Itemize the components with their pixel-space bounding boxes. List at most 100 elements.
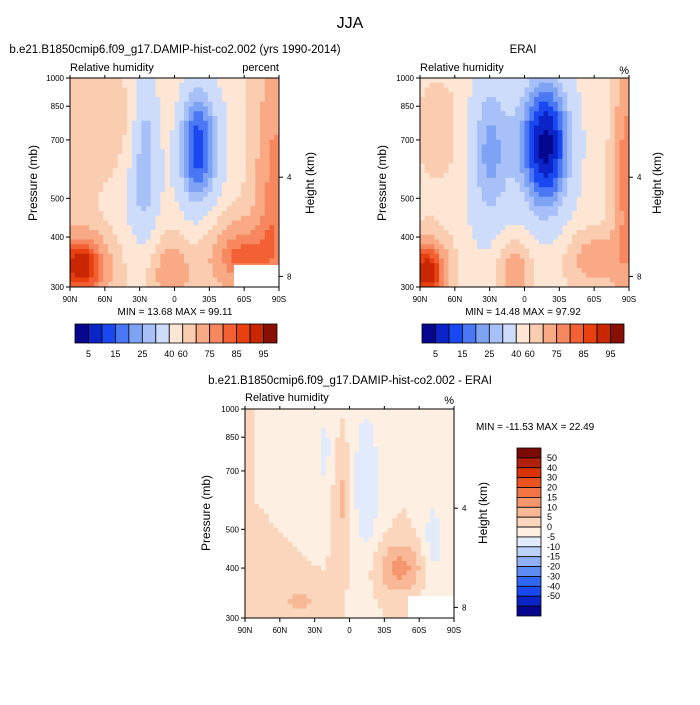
contour-cell <box>439 145 444 150</box>
contour-cell <box>141 216 146 221</box>
contour-cell <box>222 83 227 88</box>
contour-cell <box>472 97 477 102</box>
contour-cell <box>525 254 530 259</box>
contour-cell <box>99 83 104 88</box>
contour-cell <box>468 111 473 116</box>
contour-cell <box>416 409 421 414</box>
contour-cell <box>453 88 458 93</box>
contour-cell <box>426 433 431 438</box>
contour-cell <box>487 244 492 249</box>
contour-cell <box>496 78 501 83</box>
contour-cell <box>70 230 75 235</box>
contour-cell <box>259 433 264 438</box>
contour-cell <box>463 102 468 107</box>
contour-cell <box>430 216 435 221</box>
contour-cell <box>534 221 539 226</box>
contour-cell <box>563 121 568 126</box>
contour-cell <box>137 149 142 154</box>
contour-cell <box>539 159 544 164</box>
contour-cell <box>373 433 378 438</box>
contour-cell <box>94 211 99 216</box>
contour-cell <box>269 457 274 462</box>
contour-cell <box>165 88 170 93</box>
contour-cell <box>146 263 151 268</box>
contour-cell <box>477 230 482 235</box>
contour-cell <box>70 107 75 112</box>
contour-cell <box>132 183 137 188</box>
contour-cell <box>122 202 127 207</box>
contour-cell <box>213 278 218 283</box>
contour-cell <box>94 102 99 107</box>
contour-cell <box>544 154 549 159</box>
contour-cell <box>567 268 572 273</box>
contour-cell <box>420 230 425 235</box>
contour-cell <box>227 159 232 164</box>
contour-cell <box>572 278 577 283</box>
contour-cell <box>113 244 118 249</box>
contour-cell <box>383 495 388 500</box>
contour-cell <box>99 173 104 178</box>
contour-cell <box>434 259 439 264</box>
contour-cell <box>577 154 582 159</box>
contour-cell <box>444 111 449 116</box>
contour-cell <box>605 107 610 112</box>
contour-cell <box>463 192 468 197</box>
contour-cell <box>118 249 123 254</box>
contour-cell <box>605 263 610 268</box>
contour-cell <box>487 164 492 169</box>
contour-cell <box>103 111 108 116</box>
contour-cell <box>89 240 94 245</box>
contour-cell <box>354 442 359 447</box>
contour-cell <box>567 235 572 240</box>
contour-cell <box>392 461 397 466</box>
colorbar-box <box>597 324 610 343</box>
contour-cell <box>620 83 625 88</box>
contour-cell <box>297 476 302 481</box>
contour-cell <box>189 126 194 131</box>
contour-cell <box>615 173 620 178</box>
contour-cell <box>373 409 378 414</box>
contour-cell <box>259 423 264 428</box>
contour-cell <box>572 230 577 235</box>
contour-cell <box>194 240 199 245</box>
contour-cell <box>103 126 108 131</box>
contour-cell <box>373 476 378 481</box>
contour-cell <box>156 107 161 112</box>
contour-cell <box>227 230 232 235</box>
contour-cell <box>274 471 279 476</box>
contour-cell <box>141 254 146 259</box>
contour-cell <box>359 414 364 419</box>
contour-cell <box>250 509 255 514</box>
contour-cell <box>563 273 568 278</box>
contour-cell <box>373 495 378 500</box>
contour-cell <box>425 202 430 207</box>
contour-cell <box>245 423 250 428</box>
contour-cell <box>75 135 80 140</box>
contour-cell <box>122 107 127 112</box>
contour-cell <box>170 202 175 207</box>
contour-cell <box>331 485 336 490</box>
contour-cell <box>307 466 312 471</box>
contour-cell <box>122 211 127 216</box>
contour-cell <box>510 183 515 188</box>
contour-cell <box>397 442 402 447</box>
contour-cell <box>388 509 393 514</box>
contour-cell <box>416 423 421 428</box>
contour-cell <box>203 78 208 83</box>
contour-cell <box>548 206 553 211</box>
contour-cell <box>510 140 515 145</box>
contour-cell <box>113 259 118 264</box>
contour-cell <box>468 221 473 226</box>
contour-cell <box>179 164 184 169</box>
contour-cell <box>544 240 549 245</box>
contour-cell <box>146 206 151 211</box>
contour-cell <box>430 263 435 268</box>
contour-cell <box>463 111 468 116</box>
contour-cell <box>89 149 94 154</box>
contour-cell <box>270 240 275 245</box>
contour-cell <box>312 499 317 504</box>
contour-cell <box>213 126 218 131</box>
contour-cell <box>245 471 250 476</box>
contour-cell <box>246 78 251 83</box>
contour-cell <box>260 240 265 245</box>
